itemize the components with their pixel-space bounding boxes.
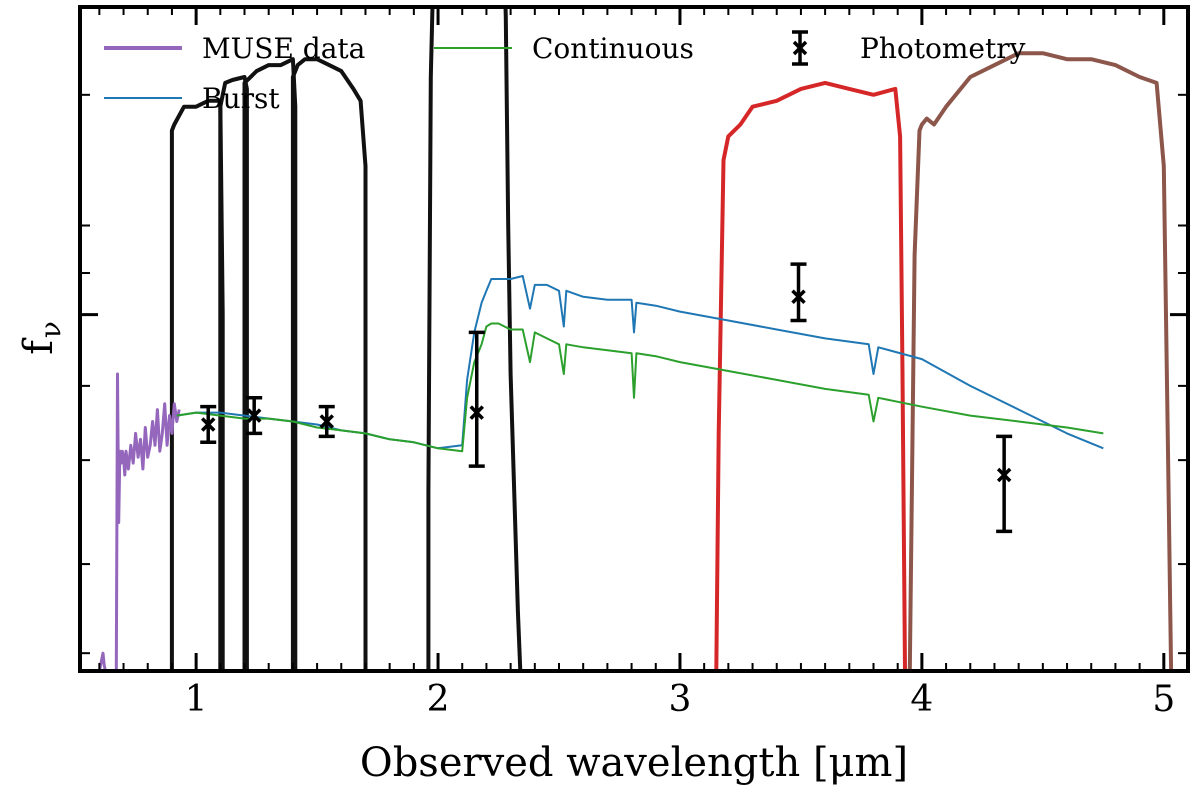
x-tick-label: 3	[669, 679, 692, 720]
legend-label-photometry: Photometry	[860, 32, 1026, 65]
filter-curve-irac2	[907, 51, 1174, 671]
legend-label-burst: Burst	[202, 82, 280, 115]
filter-curve-f200w	[426, 7, 523, 671]
photometry-marker-stroke-b	[791, 289, 806, 305]
photometry-marker-stroke-b	[246, 408, 262, 423]
x-axis-label: Observed wavelength [μm]	[360, 740, 908, 786]
filter-curve-f115w	[218, 75, 249, 671]
photometry-point-5	[790, 262, 807, 323]
plot-area	[89, 7, 1174, 671]
filter-curve-f150w2	[290, 57, 368, 671]
legend-entry-muse-data: MUSE data	[104, 32, 365, 65]
legend-entry-photometry: Photometry	[792, 30, 1026, 66]
photometry-marker-stroke-b	[996, 467, 1012, 483]
legend-marker-stroke-b	[792, 40, 808, 56]
photometry-point-2	[246, 396, 263, 436]
series-burst	[176, 275, 1104, 450]
legend: MUSE data Continuous Photometry Burst	[104, 30, 1026, 115]
y-axis-label: fν	[16, 321, 67, 355]
photometry-point-4	[468, 330, 485, 468]
y-axis-label-sub: ν	[34, 321, 67, 338]
photometry-point-1	[200, 404, 217, 445]
filter-curve-irac1	[714, 80, 907, 671]
axes: 1 2 3 4 5	[78, 5, 1190, 720]
x-tick-label: 1	[185, 679, 208, 720]
photometry-point-6	[996, 434, 1013, 534]
plot-frame	[78, 5, 1190, 673]
axis-labels: Observed wavelength [μm] fν	[16, 321, 908, 786]
x-tick-label: 5	[1152, 679, 1175, 720]
legend-entry-continuous: Continuous	[434, 32, 694, 65]
legend-label-continuous: Continuous	[532, 32, 694, 65]
filter-curve-f150w	[242, 57, 298, 671]
x-tick-label: 4	[910, 679, 933, 720]
photometry-point-3	[318, 404, 335, 439]
legend-entry-burst: Burst	[104, 82, 280, 115]
photometry-marker-stroke-b	[200, 417, 216, 432]
x-tick-label: 2	[427, 679, 450, 720]
legend-label-muse-data: MUSE data	[202, 32, 365, 65]
photometry-marker-stroke-b	[469, 405, 484, 420]
photometry-marker-stroke-b	[319, 414, 334, 429]
series-continuous	[176, 322, 1104, 453]
y-axis-label-main: f	[16, 337, 62, 355]
series-muse-data	[89, 372, 181, 671]
filter-curve-f090w	[169, 98, 225, 671]
